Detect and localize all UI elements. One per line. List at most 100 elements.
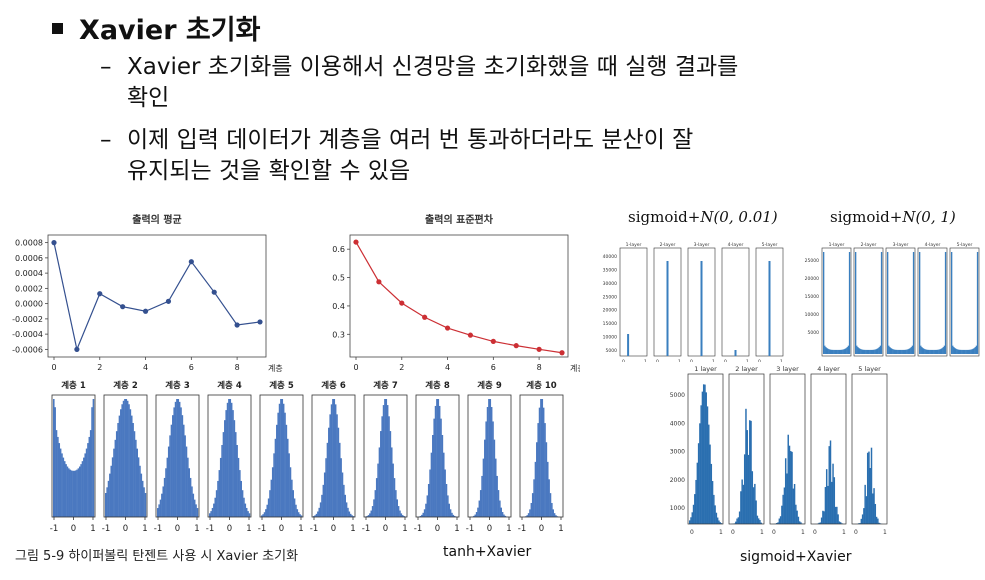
x-tick-label: 1 [801,529,805,536]
hist-bar [270,479,273,517]
hist-bar [92,399,95,517]
hist-bar [276,424,278,517]
hist-bar [958,349,961,354]
hist-bar [478,500,481,517]
hist-bar [749,420,751,524]
hist-bar [178,401,181,517]
hist-bar [889,347,891,354]
hist-bar [384,399,386,517]
hist-bar [403,516,405,517]
panel-title: 2 layer [735,365,758,373]
panel-frame [885,247,916,357]
hist-bar [906,349,908,354]
hist-bar [177,399,180,517]
hist-bar [133,431,136,517]
hist-bar [755,500,757,524]
x-tick-label: 0 [353,363,358,372]
hist-bar [196,508,199,517]
hist-bar [746,430,748,524]
hist-bar [864,349,866,354]
hist-bar [124,399,126,517]
hist-bar [91,407,93,517]
hist-bar [167,446,170,517]
hist-bar [329,414,331,517]
x-tick-label: 1 [194,524,199,534]
square-bullet-icon [52,23,63,34]
hist-bar [866,349,868,354]
hist-bar [781,505,783,524]
hist-bar [232,410,234,517]
hist-bar [689,520,691,524]
hist-bar [401,515,404,517]
hist-bar [893,349,896,354]
hist-bar [285,424,288,517]
hist-bar [281,399,284,517]
x-tick-label: 1 [454,524,459,534]
hist-bar [860,518,863,524]
hist-bar [185,446,188,517]
hist-bar [897,349,899,354]
hist-bar [856,345,858,354]
hist-bar [896,349,898,354]
x-tick-label: -1 [310,524,318,534]
hist-bar [497,490,500,517]
hist-bar [209,513,211,517]
hist-bar [877,348,879,354]
hist-bar [180,407,182,517]
panel-title: 1 layer [694,365,717,373]
panel-title: 계층 1 [61,380,86,391]
hist-bar [969,349,971,354]
hist-bar [972,348,974,354]
hist-bar [954,348,956,354]
hist-bar [262,514,264,517]
hist-bar [868,451,870,524]
hist-bar [848,252,851,354]
hist-bar [894,349,897,354]
hist-bar [297,512,300,517]
hist-bar [869,468,871,524]
hist-bar [211,507,214,517]
hist-bar [921,347,923,354]
hist-bar [858,523,860,524]
hist-bar [313,516,315,517]
hist-bar [473,515,475,517]
hist-bar [392,463,394,517]
x-tick-label: 0 [622,359,625,362]
hist-bar [735,521,737,524]
hist-bar [182,424,185,517]
hist-bar [485,421,487,517]
x-tick-label: 1 [402,524,407,534]
hist-bar [829,349,832,354]
hist-bar [482,458,485,517]
x-tick-label: 0 [539,524,544,534]
hist-bar [545,442,548,517]
hist-bar [261,515,263,517]
x-tick-label: 1 [246,524,251,534]
x-tick-label: -1 [362,524,370,534]
panel-title: 1-layer [626,242,642,248]
hist-bar [941,348,943,354]
hist-bar [829,440,832,524]
hist-bar [552,509,554,517]
tanh-xavier-label: tanh+Xavier [443,544,532,560]
hist-bar [330,404,333,517]
hist-bar [144,492,147,517]
hist-bar [132,423,134,517]
hist-bar [245,507,248,517]
hist-bar [113,448,115,517]
hist-bar [55,430,58,517]
hist-bar [66,466,69,517]
hist-bar [54,407,56,517]
hist-bar [867,349,869,354]
x-tick-label: 4 [143,363,148,372]
hist-bar [745,408,747,524]
hist-bar [692,504,695,524]
data-point [513,343,519,349]
panel-title: 계층 4 [217,380,242,391]
hist-bar [237,457,240,517]
hist-bar [838,521,841,524]
hist-bar [80,464,82,517]
hist-bar [870,447,873,524]
hist-bar [222,432,225,517]
hist-bar [448,503,450,517]
